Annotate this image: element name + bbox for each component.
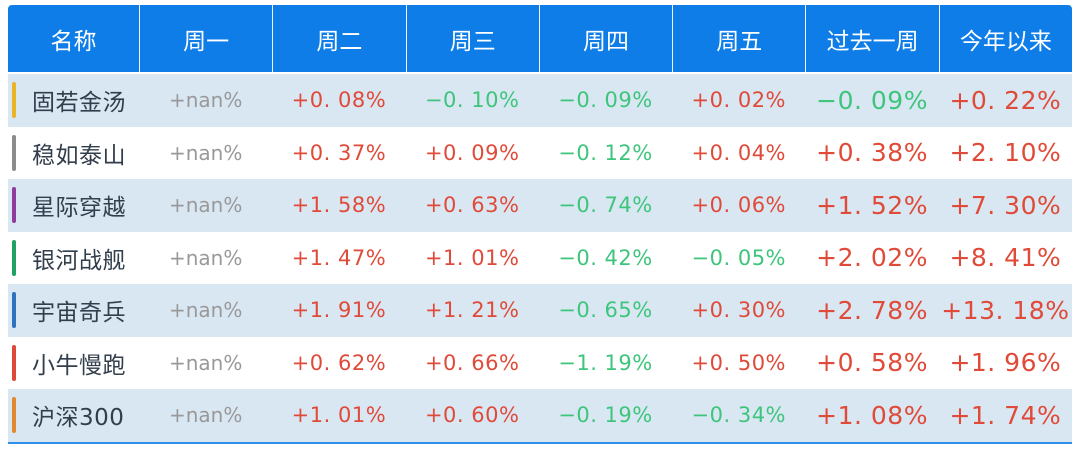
row-color-bar <box>12 82 16 119</box>
cell-value: −0. 65% <box>558 298 653 323</box>
cell-value: +0. 58% <box>816 348 928 378</box>
cell-value: +2. 10% <box>949 138 1062 168</box>
cell-value: +nan% <box>168 88 243 113</box>
cell-value: +nan% <box>168 403 243 428</box>
cell-value: +1. 96% <box>949 348 1062 378</box>
cell-value: −0. 74% <box>558 193 653 218</box>
cell-value: +nan% <box>168 245 243 270</box>
fund-performance-table: 名称 周一 周二 周三 周四 周五 过去一周 今年以来 固若金汤 +nan% +0. 08% −0.… <box>8 5 1072 444</box>
cell-value: +2. 78% <box>816 295 928 325</box>
cell-value: +1. 21% <box>424 298 520 323</box>
cell-value: +0. 50% <box>691 350 787 375</box>
cell-value: +0. 04% <box>691 140 787 165</box>
cell-value: +0. 62% <box>291 350 387 375</box>
cell-name: 宇宙奇兵 <box>8 292 139 329</box>
cell-value: −0. 19% <box>558 403 653 428</box>
table-row: 稳如泰山 +nan% +0. 37% +0. 09% −0. 12% +0. 04% +0.… <box>8 126 1072 179</box>
cell-value: −0. 10% <box>424 88 520 113</box>
cell-name: 固若金汤 <box>8 82 139 119</box>
row-color-bar <box>12 397 16 434</box>
column-header-6: 过去一周 <box>805 5 938 72</box>
cell-value: +nan% <box>168 193 243 218</box>
cell-value: −0. 09% <box>816 85 928 115</box>
cell-name: 沪深300 <box>8 397 139 434</box>
cell-value: −0. 09% <box>558 88 653 113</box>
cell-value: +1. 74% <box>949 400 1062 430</box>
cell-value: −0. 12% <box>558 140 653 165</box>
column-header-1: 周一 <box>139 5 272 72</box>
table-row: 宇宙奇兵 +nan% +1. 91% +1. 21% −0. 65% +0. 30% +2.… <box>8 284 1072 337</box>
cell-value: +0. 30% <box>691 298 787 323</box>
row-name: 宇宙奇兵 <box>32 300 126 327</box>
table-row: 星际穿越 +nan% +1. 58% +0. 63% −0. 74% +0. 06% +1.… <box>8 179 1072 232</box>
column-header-5: 周五 <box>672 5 805 72</box>
cell-value: +0. 06% <box>691 193 787 218</box>
cell-value: +13. 18% <box>941 295 1070 325</box>
cell-value: +0. 38% <box>816 138 928 168</box>
row-name: 稳如泰山 <box>32 142 126 169</box>
cell-value: +0. 09% <box>424 140 520 165</box>
cell-name: 小牛慢跑 <box>8 344 139 381</box>
column-header-2: 周二 <box>272 5 405 72</box>
cell-name: 银河战舰 <box>8 239 139 276</box>
cell-value: +2. 02% <box>816 243 928 273</box>
cell-value: +1. 58% <box>291 193 387 218</box>
cell-value: +1. 91% <box>291 298 387 323</box>
cell-value: +1. 47% <box>291 245 387 270</box>
row-name: 沪深300 <box>32 405 125 432</box>
cell-value: +1. 08% <box>816 400 928 430</box>
cell-value: +0. 08% <box>291 88 387 113</box>
row-name: 小牛慢跑 <box>32 352 126 379</box>
row-name: 银河战舰 <box>32 247 126 274</box>
cell-value: +1. 52% <box>816 190 928 220</box>
row-color-bar <box>12 292 16 329</box>
cell-value: +0. 37% <box>291 140 387 165</box>
column-header-4: 周四 <box>538 5 672 72</box>
cell-value: −1. 19% <box>558 350 653 375</box>
cell-value: +1. 01% <box>424 245 520 270</box>
cell-value: +0. 02% <box>691 88 787 113</box>
row-name: 固若金汤 <box>32 90 126 117</box>
cell-value: −0. 05% <box>691 245 787 270</box>
cell-value: +0. 63% <box>424 193 520 218</box>
column-header-7: 今年以来 <box>938 5 1072 72</box>
cell-value: +1. 01% <box>291 403 387 428</box>
table-body: 固若金汤 +nan% +0. 08% −0. 10% −0. 09% +0. 02% −0.… <box>8 74 1072 444</box>
row-name: 星际穿越 <box>32 195 126 222</box>
cell-value: +nan% <box>168 140 243 165</box>
table-row: 固若金汤 +nan% +0. 08% −0. 10% −0. 09% +0. 02% −0.… <box>8 74 1072 127</box>
cell-value: −0. 42% <box>558 245 653 270</box>
cell-name: 稳如泰山 <box>8 134 139 171</box>
cell-name: 星际穿越 <box>8 187 139 224</box>
cell-value: +nan% <box>168 298 243 323</box>
cell-value: +nan% <box>168 350 243 375</box>
row-color-bar <box>12 239 16 276</box>
cell-value: +0. 22% <box>949 85 1062 115</box>
table-header-row: 名称 周一 周二 周三 周四 周五 过去一周 今年以来 <box>8 5 1072 72</box>
column-header-3: 周三 <box>405 5 539 72</box>
row-color-bar <box>12 187 16 224</box>
row-color-bar <box>12 134 16 171</box>
cell-value: +0. 60% <box>424 403 520 428</box>
table-row: 小牛慢跑 +nan% +0. 62% +0. 66% −1. 19% +0. 50% +0.… <box>8 336 1072 389</box>
cell-value: −0. 34% <box>691 403 787 428</box>
cell-value: +0. 66% <box>424 350 520 375</box>
cell-value: +7. 30% <box>949 190 1062 220</box>
table-row: 银河战舰 +nan% +1. 47% +1. 01% −0. 42% −0. 05% +2.… <box>8 231 1072 284</box>
cell-value: +8. 41% <box>949 243 1062 273</box>
table-row: 沪深300 +nan% +1. 01% +0. 60% −0. 19% −0. 34% +1… <box>8 389 1072 442</box>
row-color-bar <box>12 344 16 381</box>
column-header-0: 名称 <box>50 28 97 55</box>
